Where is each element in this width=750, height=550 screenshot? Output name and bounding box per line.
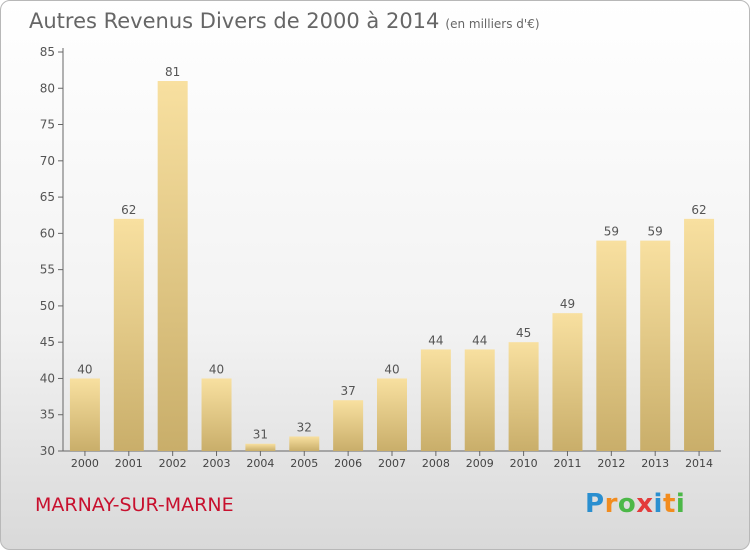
y-tick-label: 80 <box>40 81 55 95</box>
data-label: 37 <box>340 384 355 398</box>
data-label: 31 <box>253 428 268 442</box>
data-label: 59 <box>604 225 619 239</box>
bar-2009 <box>464 349 495 451</box>
commune-name: MARNAY-SUR-MARNE <box>35 494 234 516</box>
data-label: 44 <box>428 333 443 347</box>
bar-2010 <box>508 342 539 451</box>
bar-2012 <box>596 240 627 451</box>
data-label: 62 <box>691 203 706 217</box>
data-label: 32 <box>297 420 312 434</box>
x-tick-label: 2005 <box>290 457 318 470</box>
data-label: 49 <box>560 297 575 311</box>
data-label: 62 <box>121 203 136 217</box>
logo-letter: x <box>636 489 654 519</box>
data-label: 40 <box>77 362 92 376</box>
data-label: 44 <box>472 333 487 347</box>
x-tick-label: 2007 <box>378 457 406 470</box>
data-label: 45 <box>516 326 531 340</box>
bar-2014 <box>684 218 715 451</box>
logo-letter: P <box>585 489 605 519</box>
y-tick-label: 75 <box>40 118 55 132</box>
data-label: 40 <box>209 362 224 376</box>
x-tick-label: 2003 <box>203 457 231 470</box>
x-tick-label: 2006 <box>334 457 362 470</box>
bar-2008 <box>420 349 451 451</box>
bar-chart: 30 35 40 45 50 55 60 65 70 75 80 85 2000 2001 2002 2003… <box>40 45 721 470</box>
bar-2003 <box>201 378 232 451</box>
logo-letter: o <box>617 489 637 519</box>
x-tick-label: 2010 <box>510 457 538 470</box>
chart-axes: 30 35 40 45 50 55 60 65 70 75 80 85 2000 2001 2002 2003… <box>40 45 721 470</box>
chart-bars: 40 62 81 40 31 32 37 40 44 44 45 49 59 59 62 <box>69 65 715 451</box>
bar-2002 <box>157 81 188 451</box>
y-tick-label: 55 <box>40 263 55 277</box>
bar-2013 <box>640 240 671 451</box>
bar-2000 <box>69 378 100 451</box>
y-tick-label: 70 <box>40 154 55 168</box>
y-tick-label: 40 <box>40 371 55 385</box>
y-tick-label: 35 <box>40 408 55 422</box>
y-tick-label: 30 <box>40 444 55 458</box>
logo-letter: t <box>662 489 676 519</box>
logo-letter: r <box>604 489 618 519</box>
data-label: 81 <box>165 65 180 79</box>
logo-letter: i <box>653 489 663 519</box>
bar-2006 <box>333 400 364 451</box>
chart-unit-note: (en milliers d'€) <box>445 17 540 31</box>
bar-2005 <box>289 436 320 451</box>
x-tick-label: 2012 <box>597 457 625 470</box>
y-tick-label: 65 <box>40 190 55 204</box>
data-label: 59 <box>648 225 663 239</box>
bar-2001 <box>113 218 144 451</box>
x-tick-label: 2011 <box>553 457 581 470</box>
x-tick-label: 2014 <box>685 457 713 470</box>
y-tick-label: 60 <box>40 226 55 240</box>
chart-title: Autres Revenus Divers de 2000 à 2014 (en … <box>29 9 540 33</box>
bar-2004 <box>245 443 276 451</box>
data-label: 40 <box>384 362 399 376</box>
x-tick-label: 2009 <box>466 457 494 470</box>
chart-title-main: Autres Revenus Divers de 2000 à 2014 <box>29 9 440 33</box>
y-tick-label: 50 <box>40 299 55 313</box>
x-tick-label: 2002 <box>159 457 187 470</box>
bar-2007 <box>377 378 407 451</box>
x-tick-label: 2000 <box>71 457 99 470</box>
x-tick-label: 2001 <box>115 457 143 470</box>
logo-letter: i <box>675 489 686 519</box>
x-tick-label: 2013 <box>641 457 669 470</box>
x-tick-label: 2004 <box>246 457 274 470</box>
x-tick-label: 2008 <box>422 457 450 470</box>
y-tick-label: 85 <box>40 45 55 59</box>
bar-2011 <box>552 313 583 451</box>
y-tick-label: 45 <box>40 335 55 349</box>
proxiti-logo: Proxiti <box>585 489 685 519</box>
